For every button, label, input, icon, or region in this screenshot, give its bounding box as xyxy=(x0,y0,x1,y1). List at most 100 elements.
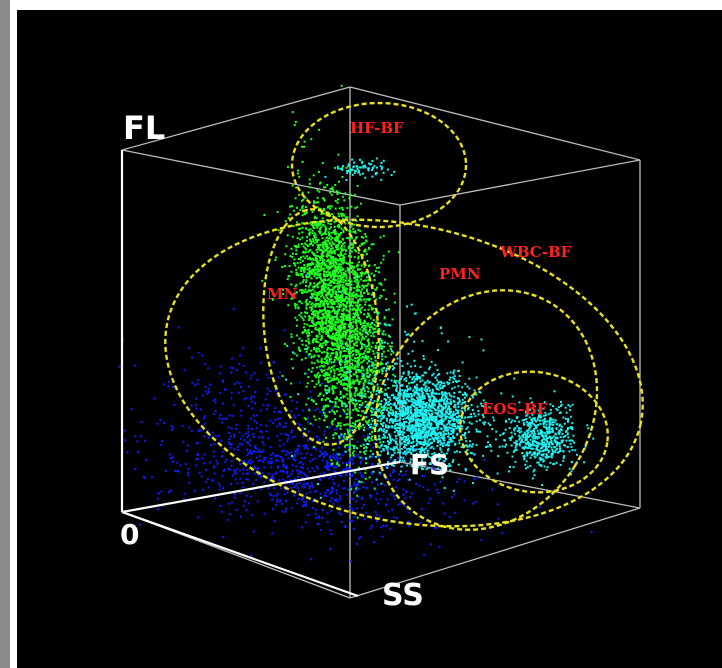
scatter-point xyxy=(179,464,182,467)
scatter-point xyxy=(310,309,313,312)
scatter-point xyxy=(240,386,243,388)
scatter-point xyxy=(464,382,467,385)
scatter-point xyxy=(285,245,288,248)
scatter-point xyxy=(308,332,310,335)
scatter-point xyxy=(398,478,401,481)
scatter-point xyxy=(363,286,366,289)
scatter-point xyxy=(312,262,315,265)
scatter-point xyxy=(295,484,297,487)
scatter-point xyxy=(310,221,313,224)
scatter-point xyxy=(340,326,343,329)
scatter-point xyxy=(323,270,326,273)
scatter-point xyxy=(349,447,351,450)
scatter-point xyxy=(386,436,389,439)
scatter-point xyxy=(200,475,203,478)
scatter-point xyxy=(328,324,331,327)
scatter-point xyxy=(407,434,410,437)
scatter-point xyxy=(290,358,293,361)
scatter-point xyxy=(357,466,360,469)
scatter-point xyxy=(336,248,338,251)
scatter-point xyxy=(333,428,336,431)
scatter-point xyxy=(352,294,355,297)
scatter-point xyxy=(238,391,240,394)
scatter-point xyxy=(330,251,333,254)
scatter-point xyxy=(389,408,392,411)
scatter-point xyxy=(397,394,400,396)
scatter-point xyxy=(363,373,366,376)
scatter-point xyxy=(318,327,321,330)
scatter-point xyxy=(322,453,325,456)
scatter-point xyxy=(355,484,358,487)
scatter-point xyxy=(315,347,318,350)
scatter-point xyxy=(334,258,336,261)
scatter-point xyxy=(367,273,370,276)
scatter-point xyxy=(368,419,371,422)
scatter-point xyxy=(230,443,233,446)
scatter-point xyxy=(197,457,199,460)
scatter-point xyxy=(313,337,316,340)
scatter-point xyxy=(190,429,193,432)
scatter-point xyxy=(342,480,345,483)
box-edge xyxy=(121,86,351,151)
scatter-point xyxy=(411,441,414,444)
scatter-point xyxy=(313,348,315,350)
scatter-point xyxy=(200,429,203,432)
scatter-point xyxy=(408,447,411,450)
scatter-point xyxy=(296,469,299,472)
scatter-point xyxy=(318,516,320,519)
scatter-point xyxy=(300,273,303,276)
scatter-point xyxy=(318,515,320,518)
scatter-point xyxy=(321,517,323,519)
scatter-point xyxy=(288,275,291,277)
scatter-point xyxy=(184,463,187,465)
scatter-point xyxy=(363,324,366,327)
scatter-point xyxy=(402,410,405,413)
scatter-point xyxy=(335,263,338,266)
scatter-point xyxy=(304,311,307,314)
scatter-point xyxy=(317,379,320,382)
scatter-point xyxy=(290,410,293,413)
scatter-point xyxy=(339,415,342,418)
scatter-point xyxy=(336,425,339,428)
scatter-point xyxy=(319,207,322,210)
scatter-point xyxy=(306,420,309,423)
scatter-point xyxy=(315,264,318,267)
scatter-point xyxy=(278,479,281,482)
scatter-point xyxy=(348,197,351,200)
scatter-point xyxy=(341,402,344,405)
scatter-point xyxy=(369,373,372,376)
scatter-point xyxy=(203,462,206,465)
scatter-point xyxy=(374,370,377,373)
scatter-point xyxy=(356,301,359,304)
scatter-point xyxy=(381,370,384,373)
scatter-point xyxy=(353,272,356,275)
scatter-point xyxy=(332,229,335,232)
scatter-point xyxy=(342,290,345,293)
scatter-point xyxy=(407,520,410,523)
scatter-point xyxy=(320,213,323,216)
scatter-point xyxy=(330,533,333,536)
scatter-point xyxy=(339,326,342,329)
scatter-point xyxy=(367,387,370,390)
scatter-point xyxy=(357,251,360,254)
scatter-point xyxy=(331,343,334,346)
scatter-point xyxy=(321,414,324,417)
scatter-point xyxy=(303,322,306,325)
scatter-point xyxy=(338,234,341,237)
scatter-point xyxy=(325,243,328,246)
scatter-point xyxy=(325,273,328,276)
scatter-point xyxy=(354,426,357,429)
scatter-point xyxy=(368,396,371,399)
scatter-point xyxy=(380,450,383,453)
scatter-point xyxy=(361,326,363,329)
scatter-point xyxy=(421,474,424,477)
scatter-point xyxy=(313,268,316,271)
scatter-point xyxy=(361,507,364,510)
scatter-point xyxy=(304,372,307,375)
scatter-point xyxy=(341,369,344,372)
scatter-point xyxy=(310,297,313,299)
scatter-point xyxy=(339,342,342,344)
scatter-point xyxy=(270,466,273,469)
scatter-point xyxy=(369,391,372,394)
scatter-point xyxy=(271,473,274,476)
